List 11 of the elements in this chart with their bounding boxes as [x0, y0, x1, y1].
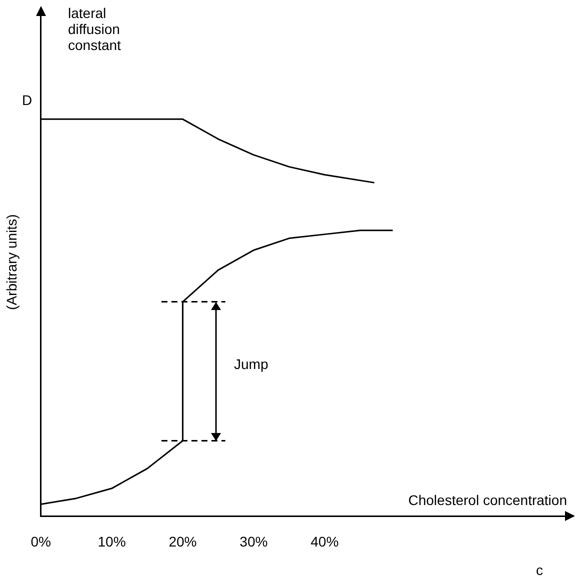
x-tick-label: 0% [30, 533, 51, 550]
y-axis-title: (Arbitrary units) [3, 214, 20, 310]
x-tick-label: 10% [98, 533, 126, 550]
x-tick-label: 40% [310, 533, 339, 550]
x-axis-title: Cholesterol concentration [408, 492, 567, 508]
x-tick-label: 30% [240, 533, 268, 550]
text: c [536, 562, 543, 578]
x-tick-label: 20% [168, 533, 197, 550]
annotation: Jump [234, 356, 268, 372]
text: lateral diffusion constant [68, 5, 122, 53]
text: D [22, 92, 32, 108]
